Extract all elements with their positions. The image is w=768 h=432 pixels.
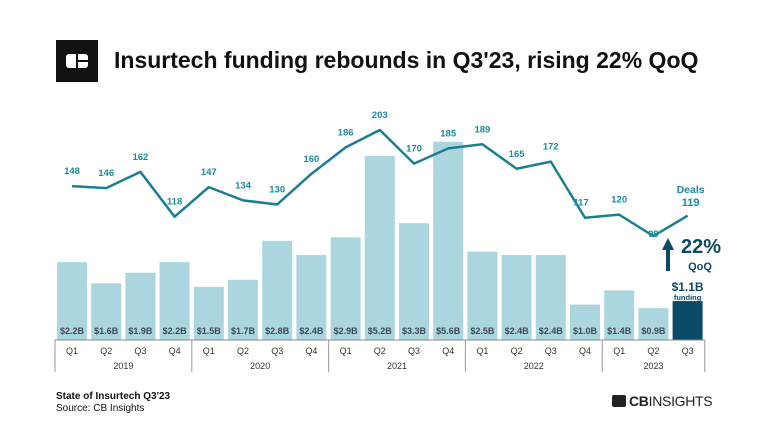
year-label: 2021 [387, 361, 407, 371]
cb-logo [56, 40, 98, 82]
deal-label: 203 [372, 110, 388, 121]
x-tick-label: Q2 [100, 346, 112, 356]
bar [228, 279, 258, 340]
x-tick-label: Q3 [545, 346, 557, 356]
bar [159, 262, 190, 340]
bar [535, 255, 566, 340]
bar [330, 237, 361, 340]
x-tick-label: Q4 [579, 346, 591, 356]
bar-label: $1.0B [573, 326, 598, 336]
bar [467, 251, 498, 340]
report-name: State of Insurtech Q3'23 [56, 391, 171, 402]
bar-label: $2.9B [334, 326, 359, 336]
x-tick-label: Q4 [305, 346, 317, 356]
bar-label: $0.9B [641, 326, 666, 336]
bar [399, 223, 429, 340]
deals-line [71, 128, 689, 238]
deal-label: 117 [573, 198, 588, 209]
bar-label: $2.8B [265, 326, 290, 336]
funding-sub: funding [674, 293, 702, 302]
bar-label: $1.5B [197, 326, 222, 336]
deal-label: 130 [269, 184, 285, 195]
x-tick-label: Q3 [408, 346, 420, 356]
cbinsights-logo: CBINSIGHTS [612, 393, 713, 409]
bar [638, 308, 669, 340]
arrow-up-icon [662, 238, 674, 271]
year-label: 2022 [524, 361, 544, 371]
year-label: 2019 [113, 361, 133, 371]
x-tick-label: Q3 [682, 346, 694, 356]
bar-label: $1.7B [231, 326, 256, 336]
bar-label: $3.3B [402, 326, 427, 336]
deal-label: 146 [98, 168, 114, 179]
deal-label: 185 [440, 128, 457, 139]
bar-label: $2.5B [470, 326, 495, 336]
deal-label: 147 [201, 167, 217, 178]
bar-label: $2.4B [539, 326, 564, 336]
x-tick-label: Q1 [613, 346, 625, 356]
growth-percent: 22% [681, 236, 721, 258]
deal-label: 99 [648, 229, 659, 240]
x-tick-label: Q4 [442, 346, 454, 356]
funding-callout: $1.1B [672, 280, 704, 294]
deal-label: 160 [303, 154, 319, 165]
deal-label: 189 [474, 124, 490, 135]
bar [125, 272, 156, 340]
x-tick-label: Q2 [237, 346, 249, 356]
deal-label: 134 [235, 180, 252, 191]
deal-label: 162 [132, 152, 148, 163]
x-tick-label: Q1 [340, 346, 352, 356]
deal-label: 119 [682, 197, 700, 209]
bar [296, 255, 327, 340]
bar-label: $2.4B [299, 326, 324, 336]
bar-label: $2.2B [60, 326, 85, 336]
x-tick-label: Q2 [511, 346, 523, 356]
deal-label: 120 [611, 195, 627, 206]
x-tick-label: Q3 [271, 346, 283, 356]
year-label: 2020 [250, 361, 270, 371]
bar [570, 304, 600, 340]
bar-label: $1.9B [128, 326, 153, 336]
deal-label: 148 [64, 166, 80, 177]
deal-label: 172 [543, 142, 559, 153]
bar-label: $5.6B [436, 326, 461, 336]
bar [364, 155, 395, 340]
bar [672, 301, 703, 340]
x-tick-label: Q1 [203, 346, 215, 356]
x-tick-label: Q3 [134, 346, 146, 356]
bar [501, 255, 532, 340]
source: Source: CB Insights [56, 403, 145, 414]
deal-label: 165 [509, 149, 526, 160]
x-tick-label: Q1 [476, 346, 488, 356]
bar [91, 283, 122, 340]
deal-label: 186 [338, 127, 354, 138]
growth-sub: QoQ [688, 261, 712, 273]
x-tick-label: Q4 [169, 346, 181, 356]
chart-title: Insurtech funding rebounds in Q3'23, ris… [114, 47, 699, 73]
bar-label: $5.2B [368, 326, 393, 336]
x-tick-label: Q2 [374, 346, 386, 356]
year-label: 2023 [643, 361, 663, 371]
bar [433, 141, 464, 340]
bar-label: $2.4B [505, 326, 530, 336]
bar [262, 240, 293, 340]
bar [604, 290, 635, 340]
bar-label: $1.4B [607, 326, 632, 336]
deals-legend-label: Deals [677, 184, 705, 196]
bar [193, 286, 224, 340]
deal-label: 118 [167, 197, 182, 208]
bar-label: $1.6B [94, 326, 119, 336]
x-tick-label: Q1 [66, 346, 78, 356]
bar-label: $2.2B [163, 326, 188, 336]
deal-label: 170 [406, 144, 422, 155]
bar [57, 262, 87, 340]
x-tick-label: Q2 [647, 346, 659, 356]
